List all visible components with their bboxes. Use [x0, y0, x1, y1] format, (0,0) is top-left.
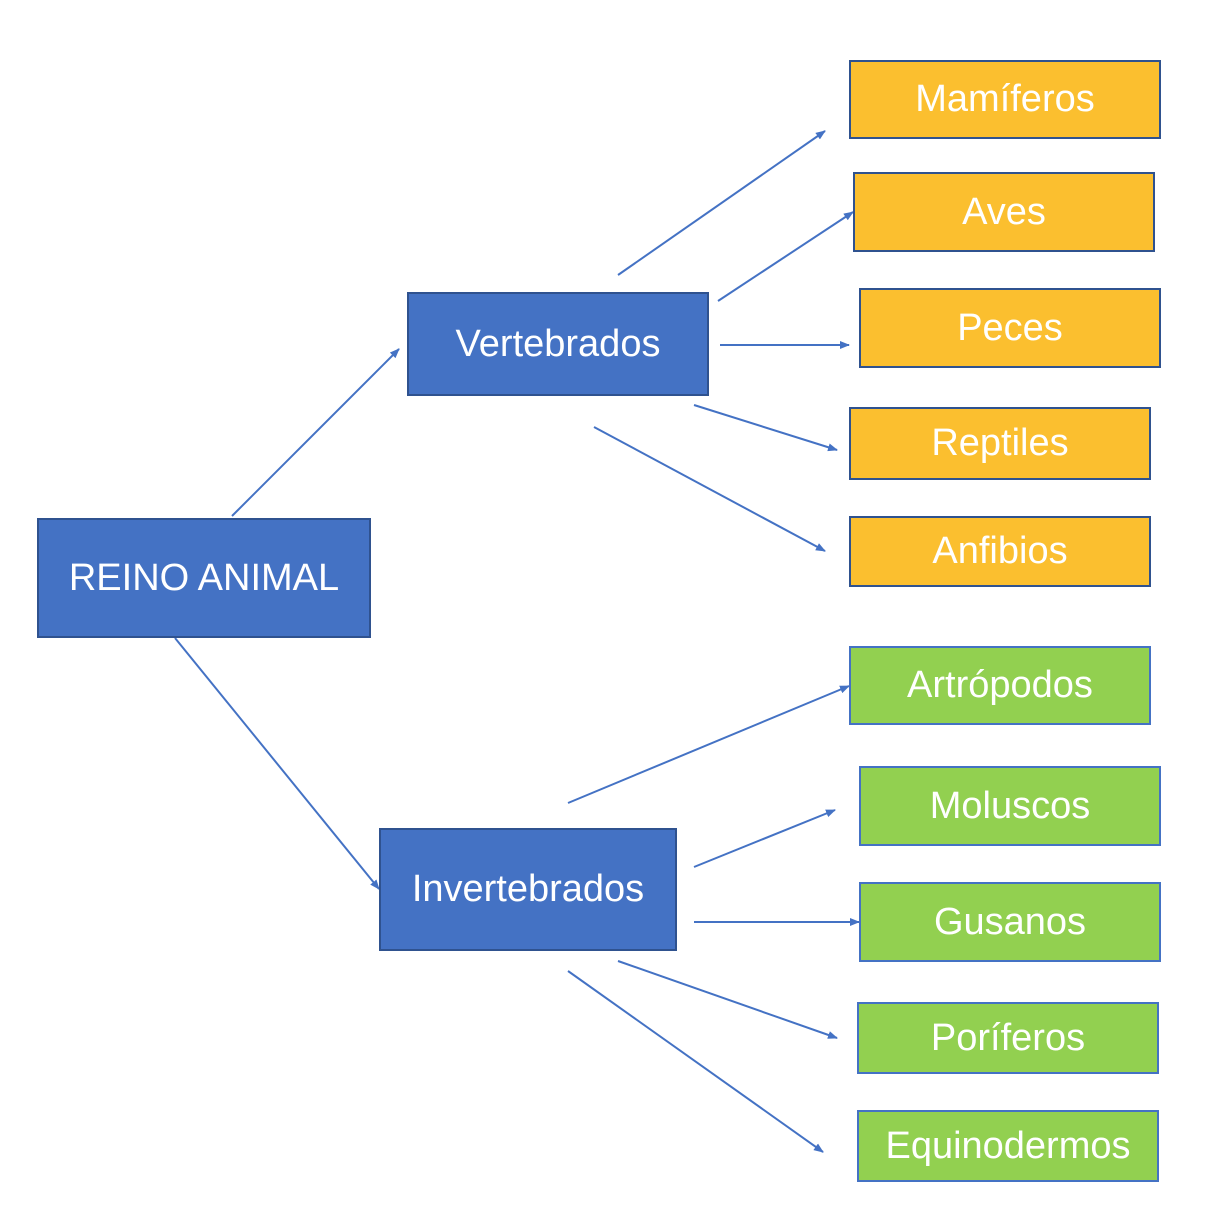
node-equinodermos: Equinodermos — [857, 1110, 1159, 1182]
arrow-invertebrados-to-artropodos — [567, 685, 850, 804]
node-mamiferos: Mamíferos — [849, 60, 1161, 139]
arrow-invertebrados-to-equinodermos — [567, 970, 824, 1153]
node-anfibios: Anfibios — [849, 516, 1151, 587]
arrow-root-to-vertebrados — [231, 348, 400, 517]
node-poriferos: Poríferos — [857, 1002, 1159, 1074]
node-peces: Peces — [859, 288, 1161, 368]
node-artropodos: Artrópodos — [849, 646, 1151, 725]
node-aves: Aves — [853, 172, 1155, 252]
arrow-invertebrados-to-moluscos — [693, 809, 836, 868]
arrow-vertebrados-to-reptiles — [693, 404, 838, 452]
arrow-root-to-invertebrados — [174, 637, 380, 890]
node-reino-animal: REINO ANIMAL — [37, 518, 371, 638]
arrow-vertebrados-to-anfibios — [593, 426, 826, 552]
arrow-vertebrados-to-mamiferos — [617, 130, 826, 276]
node-vertebrados: Vertebrados — [407, 292, 709, 396]
arrow-vertebrados-to-aves — [717, 211, 854, 302]
node-reptiles: Reptiles — [849, 407, 1151, 480]
node-invertebrados: Invertebrados — [379, 828, 677, 951]
node-moluscos: Moluscos — [859, 766, 1161, 846]
node-gusanos: Gusanos — [859, 882, 1161, 962]
arrow-invertebrados-to-poriferos — [617, 960, 838, 1039]
